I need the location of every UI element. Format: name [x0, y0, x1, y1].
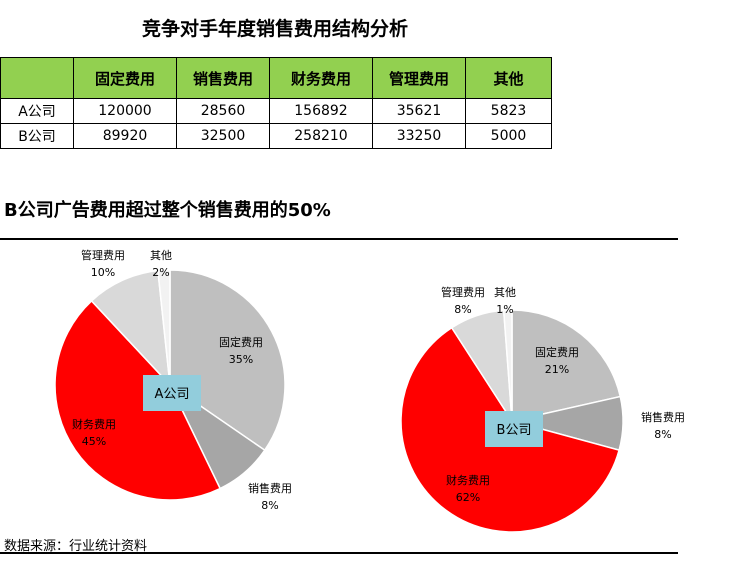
table-row: B公司 89920 32500 258210 33250 5000	[0, 123, 552, 149]
data-source: 数据来源：行业统计资料	[4, 539, 148, 554]
pie1-label-sales: 销售费用	[248, 481, 292, 495]
pie2-percent-other: 1%	[496, 303, 513, 316]
pie1-percent-finance: 45%	[82, 435, 106, 448]
table-header-other: 其他	[465, 57, 552, 99]
pie1-percent-management: 10%	[91, 266, 115, 279]
pie2-label-sales: 销售费用	[641, 410, 685, 424]
pie1-center-box	[143, 375, 201, 411]
table-cell: 35621	[372, 98, 466, 124]
bottom-divider	[0, 552, 678, 554]
table-cell-label: B公司	[0, 123, 74, 149]
pie2-label-other: 其他	[494, 286, 516, 299]
table-row: A公司 120000 28560 156892 35621 5823	[0, 98, 552, 124]
table-cell: 89920	[73, 123, 177, 149]
pie2-slice-other	[502, 309, 513, 422]
pie2-percent-sales: 8%	[654, 428, 671, 441]
pie1-slice-management	[90, 269, 171, 388]
page-title: 竞争对手年度销售费用结构分析	[141, 18, 408, 40]
pie1-label-fixed: 固定费用	[219, 335, 263, 349]
table-cell: 33250	[372, 123, 466, 149]
pie1-percent-other: 2%	[152, 266, 169, 279]
pie1-label-management: 管理费用	[81, 248, 125, 262]
table-header-row: 固定费用 销售费用 财务费用 管理费用 其他	[0, 57, 552, 99]
chart-subtitle: B公司广告费用超过整个销售费用的50%	[4, 200, 331, 221]
table-cell-label: A公司	[0, 98, 74, 124]
pie1-slice-finance	[54, 299, 222, 501]
top-divider	[0, 238, 678, 240]
table-cell: 5000	[465, 123, 552, 149]
pie2-center-label: B公司	[497, 423, 532, 438]
table-header-finance: 财务费用	[269, 57, 373, 99]
table-cell: 120000	[73, 98, 177, 124]
table-cell: 258210	[269, 123, 373, 149]
pie1-label-finance: 财务费用	[72, 417, 116, 431]
table-header-management: 管理费用	[372, 57, 466, 99]
expense-table: 固定费用 销售费用 财务费用 管理费用 其他 A公司 120000 28560 …	[0, 57, 552, 149]
pie1-percent-fixed: 35%	[229, 353, 253, 366]
pie2-percent-management: 8%	[454, 303, 471, 316]
pie1-label-other: 其他	[150, 249, 172, 262]
pie1-percent-sales: 8%	[261, 499, 278, 512]
pie2-slice-fixed	[511, 309, 622, 422]
pie2-label-management: 管理费用	[441, 285, 485, 299]
pie2-percent-finance: 62%	[456, 491, 480, 504]
pie1-slice-fixed	[169, 269, 286, 452]
pie2-percent-fixed: 21%	[545, 363, 569, 376]
table-cell: 156892	[269, 98, 373, 124]
table-cell: 28560	[176, 98, 270, 124]
pie2-label-finance: 财务费用	[446, 473, 490, 487]
table-cell: 32500	[176, 123, 270, 149]
pie2-center-box	[485, 411, 543, 447]
pie2-label-fixed: 固定费用	[535, 345, 579, 359]
pie1-slice-other	[157, 269, 171, 386]
pie1-center-label: A公司	[155, 387, 190, 402]
table-cell: 5823	[465, 98, 552, 124]
